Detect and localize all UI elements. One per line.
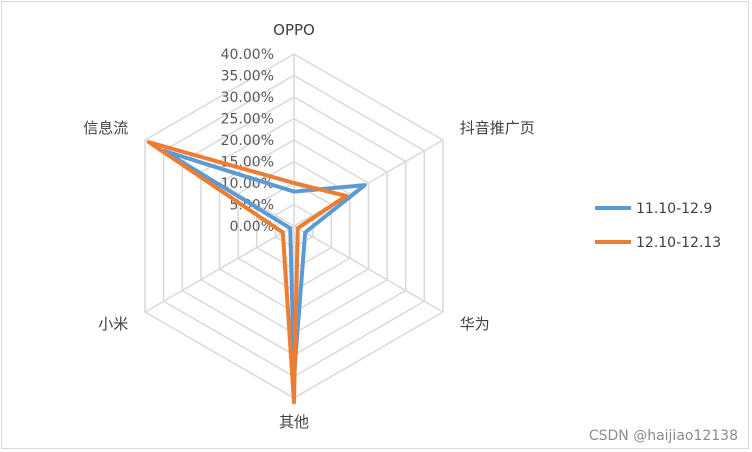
category-label: OPPO [273,21,315,39]
category-label: 华为 [460,315,490,333]
tick-label: 40.00% [221,47,274,63]
tick-label: 35.00% [221,69,274,85]
legend-label-1: 11.10-12.9 [636,201,712,217]
watermark: CSDN @haijiao12138 [589,428,738,444]
legend: 11.10-12.9 12.10-12.13 [595,201,721,251]
grid-spoke [144,225,295,313]
tick-label: 30.00% [221,90,274,106]
category-label: 抖音推广页 [460,119,535,137]
category-label: 小米 [98,315,128,333]
tick-label: 20.00% [221,133,274,149]
series-lines [146,140,367,405]
tick-label: 0.00% [230,219,274,235]
grid-spoke [293,225,444,313]
legend-label-2: 12.10-12.13 [636,235,721,251]
category-label: 其他 [279,413,309,431]
tick-label: 25.00% [221,112,274,128]
category-label: 信息流 [83,119,128,137]
grid-spoke [293,139,444,227]
